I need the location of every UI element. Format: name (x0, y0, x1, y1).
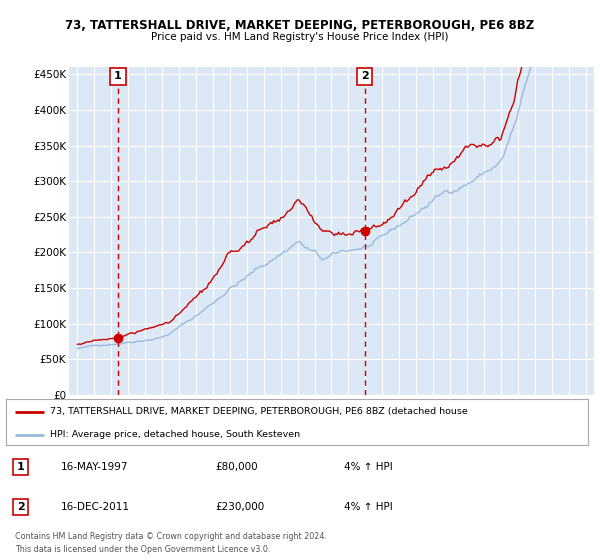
Text: 73, TATTERSHALL DRIVE, MARKET DEEPING, PETERBOROUGH, PE6 8BZ: 73, TATTERSHALL DRIVE, MARKET DEEPING, P… (65, 18, 535, 32)
Text: 2: 2 (361, 72, 368, 81)
Text: HPI: Average price, detached house, South Kesteven: HPI: Average price, detached house, Sout… (50, 430, 300, 439)
Text: £230,000: £230,000 (215, 502, 265, 512)
Text: 73, TATTERSHALL DRIVE, MARKET DEEPING, PETERBOROUGH, PE6 8BZ (detached house: 73, TATTERSHALL DRIVE, MARKET DEEPING, P… (50, 407, 467, 416)
Text: 16-DEC-2011: 16-DEC-2011 (61, 502, 130, 512)
Text: 4% ↑ HPI: 4% ↑ HPI (344, 502, 392, 512)
Text: Contains HM Land Registry data © Crown copyright and database right 2024.
This d: Contains HM Land Registry data © Crown c… (15, 533, 327, 554)
Text: 16-MAY-1997: 16-MAY-1997 (61, 462, 129, 472)
Text: 1: 1 (17, 462, 25, 472)
Text: 2: 2 (17, 502, 25, 512)
Text: £80,000: £80,000 (215, 462, 258, 472)
Text: 1: 1 (114, 72, 122, 81)
Text: 4% ↑ HPI: 4% ↑ HPI (344, 462, 392, 472)
Text: Price paid vs. HM Land Registry's House Price Index (HPI): Price paid vs. HM Land Registry's House … (151, 32, 449, 42)
